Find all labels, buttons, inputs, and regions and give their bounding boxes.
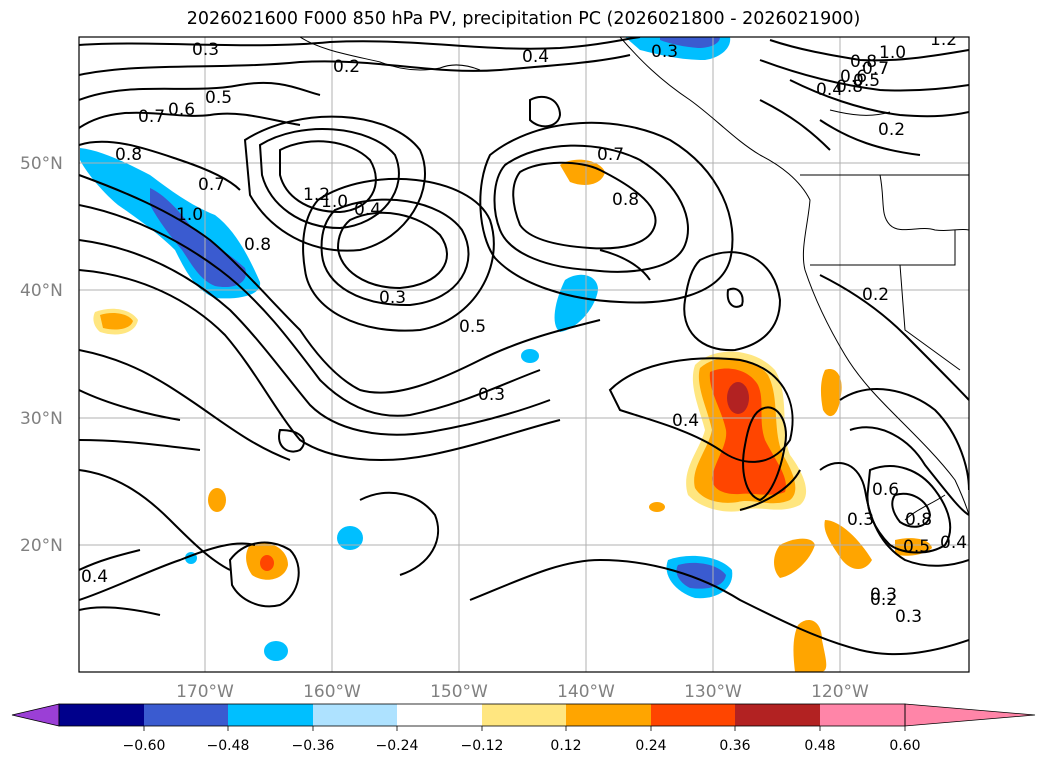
contour-label: 0.8: [836, 77, 863, 97]
precip-pos-region: [208, 488, 226, 512]
contour-label: 0.3: [895, 607, 922, 627]
colorbar-swatch: [482, 704, 566, 726]
contour-label: 0.3: [651, 42, 678, 62]
colorbar-swatch: [59, 704, 144, 726]
contour-label: 0.7: [862, 59, 889, 79]
contour-label: 0.3: [379, 288, 406, 308]
map-border: [78, 36, 970, 673]
contour-label: 0.8: [115, 145, 142, 165]
colorbar-tick-label: −0.48: [207, 738, 250, 754]
precip-pos-region: [100, 313, 133, 330]
contour-label: 0.3: [870, 585, 897, 605]
colorbar-tick-label: −0.60: [123, 738, 166, 754]
lon-label: 140°W: [557, 682, 615, 702]
longitude-labels: 170°W 160°W 150°W 140°W 130°W 120°W: [176, 682, 869, 702]
pv-contours: [79, 37, 969, 656]
precip-neg-region: [264, 641, 288, 661]
precip-neg-core: [660, 37, 720, 48]
precip-pos-core: [260, 555, 274, 571]
contour-label: 0.2: [333, 57, 360, 77]
contour-label: 0.8: [244, 235, 271, 255]
contour-label: 0.2: [878, 120, 905, 140]
lat-label: 30°N: [20, 409, 63, 429]
contour-label: 0.5: [205, 88, 232, 108]
colorbar-tick-label: 0.60: [889, 738, 920, 754]
lon-label: 120°W: [811, 682, 869, 702]
colorbar-swatch: [735, 704, 820, 726]
coastlines: [299, 37, 969, 521]
contour-label: 0.5: [459, 317, 486, 337]
precip-pos-region: [793, 620, 827, 672]
colorbar-tick-label: 0.36: [719, 738, 750, 754]
colorbar-swatch: [566, 704, 651, 726]
contour-label: 0.2: [862, 285, 889, 305]
contour-labels: 0.3 0.2 0.4 0.3 1.0 1.2 0.5 0.7 0.6 0.8 …: [81, 30, 967, 627]
lon-label: 160°W: [303, 682, 361, 702]
contour-label: 0.4: [354, 200, 381, 220]
colorbar-swatch: [313, 704, 397, 726]
precip-pos-region: [560, 159, 605, 185]
precip-pos-region: [774, 538, 815, 578]
contour-label: 0.5: [853, 71, 880, 91]
graticule: [79, 37, 969, 672]
contour-label: 1.0: [321, 192, 348, 212]
precip-pos-region: [820, 369, 842, 417]
colorbar-swatch: [820, 704, 905, 726]
contour-label: 0.7: [597, 145, 624, 165]
colorbar: −0.60 −0.48 −0.36 −0.24 −0.12 0.12 0.24 …: [11, 703, 1036, 754]
contour-label: 0.6: [168, 100, 195, 120]
precip-neg-region: [337, 526, 363, 550]
colorbar-extend-high: [904, 703, 1036, 727]
lon-label: 170°W: [176, 682, 234, 702]
colorbar-swatch: [228, 704, 313, 726]
lon-label: 150°W: [430, 682, 488, 702]
contour-label: 0.7: [138, 107, 165, 127]
lat-label: 50°N: [20, 154, 63, 174]
colorbar-tick-label: 0.24: [635, 738, 666, 754]
precip-neg-core: [150, 188, 246, 288]
contour-label: 0.4: [522, 47, 549, 67]
colorbar-tick-label: 0.12: [550, 738, 581, 754]
latitude-labels: 50°N 40°N 30°N 20°N: [20, 154, 63, 556]
contour-label: 0.2: [870, 590, 897, 610]
contour-label: 1.2: [303, 185, 330, 205]
chart-title: 2026021600 F000 850 hPa PV, precipitatio…: [186, 9, 861, 29]
contour-label: 0.8: [612, 190, 639, 210]
precip-pos-peak: [727, 382, 749, 414]
contour-label: 1.0: [879, 43, 906, 63]
contour-label: 0.6: [872, 480, 899, 500]
contour-label: 0.3: [192, 40, 219, 60]
precip-neg-region: [554, 274, 598, 332]
colorbar-tick-label: 0.48: [804, 738, 835, 754]
colorbar-tick-label: −0.24: [376, 738, 419, 754]
colorbar-extend-low: [11, 703, 60, 727]
precip-pos-region: [649, 502, 665, 512]
colorbar-swatch: [144, 704, 228, 726]
contour-label: 0.4: [816, 80, 843, 100]
colorbar-swatch: [651, 704, 735, 726]
colorbar-tick-label: −0.12: [461, 738, 504, 754]
contour-label: 0.4: [672, 411, 699, 431]
contour-label: 0.7: [198, 175, 225, 195]
precip-neg-region: [521, 349, 539, 363]
contour-label: 0.3: [847, 510, 874, 530]
contour-label: 0.5: [903, 537, 930, 557]
lat-label: 20°N: [20, 536, 63, 556]
contour-label: 0.4: [81, 567, 108, 587]
contour-label: 1.0: [176, 205, 203, 225]
contour-label: 0.3: [478, 385, 505, 405]
contour-label: 0.8: [850, 52, 877, 72]
contour-label: 0.6: [840, 67, 867, 87]
lat-label: 40°N: [20, 281, 63, 301]
contour-label: 0.8: [905, 510, 932, 530]
lon-label: 130°W: [684, 682, 742, 702]
contour-label: 1.2: [930, 30, 957, 50]
contour-label: 0.4: [940, 533, 967, 553]
colorbar-tick-label: −0.36: [292, 738, 335, 754]
colorbar-swatch: [397, 704, 482, 726]
precip-neg-core: [676, 562, 726, 589]
